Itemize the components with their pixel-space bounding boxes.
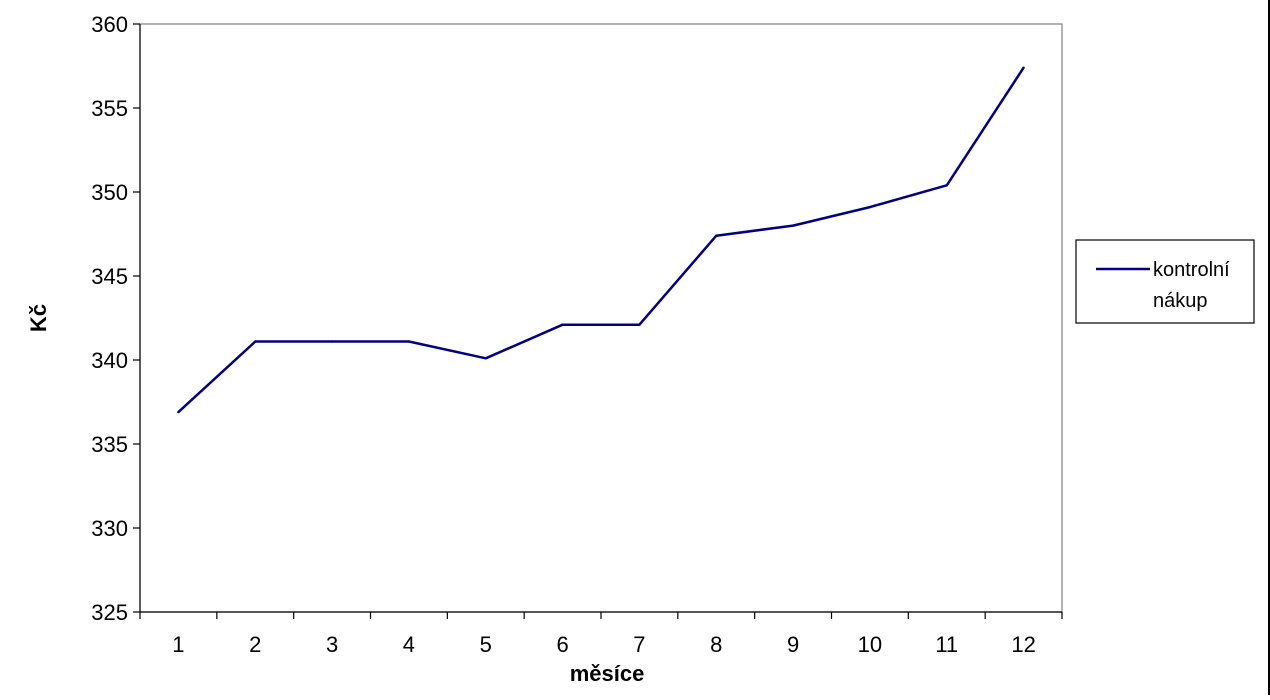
y-tick-label: 340 bbox=[91, 348, 128, 373]
legend-series-label-line1: kontrolní bbox=[1153, 259, 1230, 281]
y-tick-label: 345 bbox=[91, 264, 128, 289]
x-tick-label: 5 bbox=[480, 632, 492, 657]
x-tick-label: 7 bbox=[633, 632, 645, 657]
x-axis-title: měsíce bbox=[570, 661, 645, 686]
x-axis: 1 2 3 4 5 6 7 8 9 10 11 12 bbox=[139, 611, 1063, 657]
x-tick-label: 10 bbox=[858, 632, 882, 657]
data-point bbox=[177, 410, 180, 414]
x-tick-label: 2 bbox=[249, 632, 261, 657]
data-point bbox=[868, 205, 872, 209]
series-line bbox=[177, 67, 1025, 414]
y-tick-label: 330 bbox=[91, 516, 128, 541]
data-point bbox=[638, 323, 641, 326]
data-point bbox=[791, 224, 795, 227]
x-tick-label: 1 bbox=[172, 632, 184, 657]
x-tick-label: 3 bbox=[326, 632, 338, 657]
data-point bbox=[330, 340, 334, 343]
y-tick-label: 350 bbox=[91, 180, 128, 205]
y-tick-label: 325 bbox=[91, 600, 128, 625]
x-tick-label: 8 bbox=[710, 632, 722, 657]
data-point bbox=[1022, 66, 1025, 69]
data-point bbox=[407, 340, 411, 343]
data-point bbox=[945, 184, 948, 187]
x-tick-label: 4 bbox=[403, 632, 415, 657]
legend-series-label-line2: nákup bbox=[1153, 290, 1208, 312]
x-tick-label: 11 bbox=[935, 632, 958, 657]
y-tick-label: 360 bbox=[91, 12, 128, 37]
x-tick-label: 12 bbox=[1011, 632, 1035, 657]
y-axis-title: Kč bbox=[26, 304, 51, 332]
series-layer bbox=[177, 66, 1025, 414]
data-point bbox=[715, 234, 718, 237]
plot-area bbox=[139, 23, 1063, 613]
data-point bbox=[254, 340, 257, 343]
y-tick-label: 335 bbox=[91, 432, 128, 457]
data-point bbox=[561, 323, 564, 326]
y-tick-label: 355 bbox=[91, 96, 128, 121]
data-point bbox=[484, 357, 487, 360]
x-tick-label: 6 bbox=[556, 632, 568, 657]
x-tick-label: 9 bbox=[787, 632, 799, 657]
y-axis: 325 330 335 340 345 350 355 360 bbox=[91, 12, 141, 625]
legend-box bbox=[1075, 239, 1255, 324]
legend: kontrolní nákup bbox=[1075, 239, 1255, 324]
